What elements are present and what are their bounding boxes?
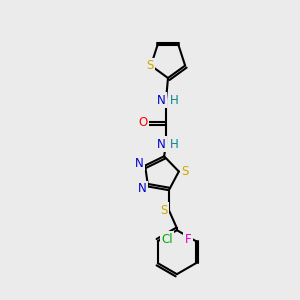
- Text: N: N: [157, 137, 165, 151]
- Text: N: N: [157, 94, 165, 106]
- Text: Cl: Cl: [161, 233, 173, 246]
- Text: O: O: [138, 116, 148, 128]
- Text: S: S: [146, 59, 154, 72]
- Text: S: S: [160, 204, 168, 217]
- Text: H: H: [169, 137, 178, 151]
- Text: N: N: [138, 182, 146, 195]
- Text: F: F: [184, 233, 191, 246]
- Text: H: H: [169, 94, 178, 106]
- Text: N: N: [135, 157, 143, 170]
- Text: S: S: [181, 165, 188, 178]
